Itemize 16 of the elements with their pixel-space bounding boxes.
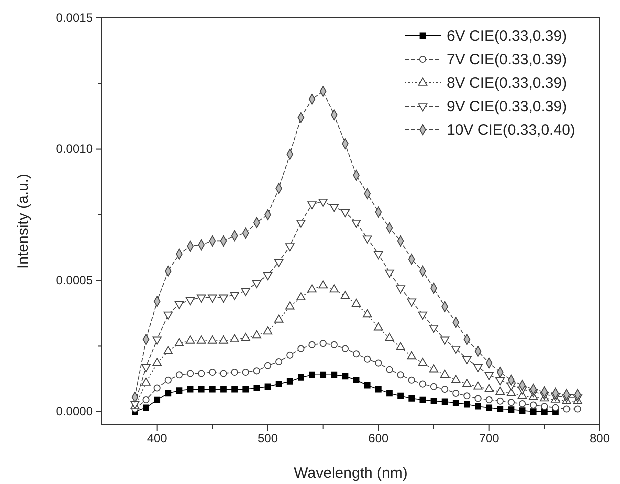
y-tick-label: 0.0005: [56, 273, 94, 288]
legend-label: 6V CIE(0.33,0.39): [447, 28, 568, 45]
y-tick-label: 0.0010: [56, 142, 94, 156]
y-tick-label: 0.0015: [56, 10, 94, 25]
x-tick-label: 500: [258, 432, 278, 446]
y-axis-title: Intensity (a.u.): [15, 174, 32, 270]
y-tick-label: 0.0000: [56, 404, 94, 419]
x-axis-title: Wavelength (nm): [294, 465, 408, 482]
legend-label: 8V CIE(0.33,0.39): [447, 75, 568, 92]
x-tick-label: 600: [368, 432, 389, 446]
x-tick-label: 400: [147, 432, 168, 446]
legend-label: 9V CIE(0.33,0.39): [447, 98, 568, 116]
x-tick-label: 800: [590, 432, 610, 446]
legend-label: 10V CIE(0.33,0.40): [447, 122, 576, 139]
x-tick-label: 700: [479, 432, 500, 446]
legend-label: 7V CIE(0.33,0.39): [447, 52, 568, 68]
